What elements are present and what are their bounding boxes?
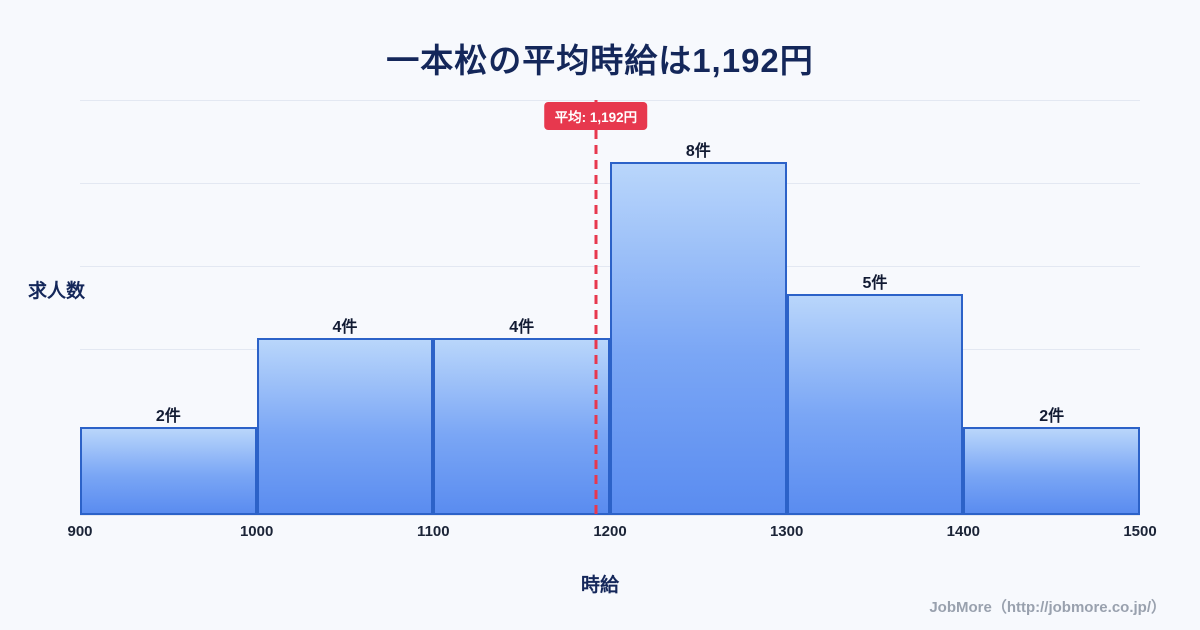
bar-count-label: 8件	[685, 142, 711, 160]
histogram-bar-1400-1500: 2件	[963, 408, 1140, 515]
x-tick-1500: 1500	[1123, 523, 1157, 540]
x-tick-1100: 1100	[417, 523, 450, 540]
y-axis-label: 求人数	[28, 281, 86, 302]
average-line: 平均: 1,192円	[544, 100, 648, 515]
x-axis-ticks: 900 1000 1100 1200 1300 1400 1500	[67, 523, 1156, 545]
gridline	[80, 515, 1140, 516]
x-tick-1000: 1000	[239, 523, 274, 540]
bar-count-label: 2件	[1039, 407, 1065, 425]
histogram-bar-1300-1400: 5件	[786, 275, 964, 515]
x-tick-1400: 1400	[946, 523, 981, 540]
plot-area: 2件 4件 4件 8件 5件 2件 平均: 1,192円	[80, 100, 1140, 516]
bar-count-label: 2件	[155, 407, 181, 425]
chart-title: 一本松の平均時給は1,192円	[386, 42, 814, 79]
gridline	[80, 100, 1140, 101]
x-tick-1300: 1300	[769, 523, 804, 540]
footer-credit: JobMore（http://jobmore.co.jp/）	[929, 599, 1166, 616]
histogram-bar-1200-1300: 8件	[610, 143, 787, 515]
bar-count-label: 4件	[332, 319, 358, 337]
x-axis-label: 時給	[580, 575, 619, 596]
bar-count-label: 5件	[862, 275, 888, 293]
average-badge: 平均: 1,192円	[544, 102, 648, 130]
histogram-bar-900-1000: 2件	[80, 408, 257, 515]
histogram-bar-1100-1200: 4件	[433, 319, 610, 515]
bar-count-label: 4件	[509, 319, 535, 337]
x-tick-1200: 1200	[593, 523, 627, 540]
x-tick-900: 900	[67, 523, 93, 540]
histogram-bar-1000-1100: 4件	[256, 319, 434, 515]
